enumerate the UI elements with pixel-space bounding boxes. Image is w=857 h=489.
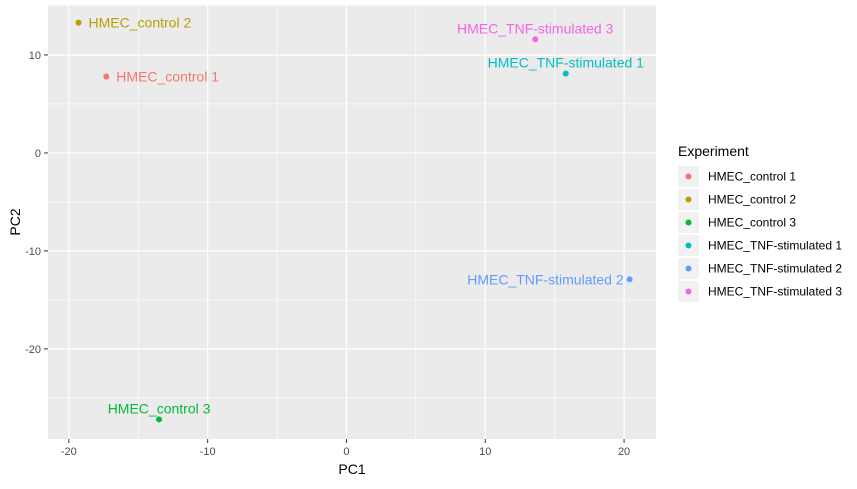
point-label: HMEC_TNF-stimulated 2 [467, 271, 624, 287]
legend-item-label: HMEC_TNF-stimulated 3 [708, 285, 842, 299]
legend-item-label: HMEC_control 2 [708, 193, 796, 207]
y-tick-label: 10 [29, 50, 41, 62]
legend-key-point [685, 173, 692, 180]
legend-item-label: HMEC_control 1 [708, 170, 796, 184]
point-label: HMEC_control 1 [116, 69, 219, 85]
x-axis-title: PC1 [338, 461, 365, 477]
data-point[interactable] [75, 19, 82, 26]
data-point[interactable] [532, 36, 539, 43]
y-tick-label: 0 [35, 148, 41, 160]
legend-key-point [685, 219, 692, 226]
point-label: HMEC_control 3 [108, 400, 211, 416]
legend-item-label: HMEC_TNF-stimulated 1 [708, 239, 842, 253]
legend-key-point [685, 242, 692, 249]
x-tick-label: -10 [200, 446, 216, 458]
y-tick-label: -10 [25, 246, 41, 258]
x-tick-label: -20 [61, 446, 77, 458]
data-point[interactable] [626, 276, 633, 283]
x-tick-label: 10 [479, 446, 491, 458]
legend-title: Experiment [678, 143, 749, 159]
data-point[interactable] [562, 70, 569, 77]
point-label: HMEC_TNF-stimulated 1 [488, 55, 645, 71]
legend-item-label: HMEC_TNF-stimulated 2 [708, 262, 842, 276]
legend-item-label: HMEC_control 3 [708, 216, 796, 230]
legend-key-point [685, 288, 692, 295]
data-point[interactable] [156, 416, 163, 423]
legend-key-point [685, 196, 692, 203]
data-point[interactable] [103, 73, 110, 80]
y-axis-title: PC2 [7, 208, 23, 235]
legend-key-point [685, 265, 692, 272]
x-tick-label: 20 [618, 446, 630, 458]
y-tick-label: -20 [25, 344, 41, 356]
point-label: HMEC_control 2 [89, 15, 192, 31]
point-label: HMEC_TNF-stimulated 3 [457, 20, 614, 36]
x-tick-label: 0 [343, 446, 349, 458]
